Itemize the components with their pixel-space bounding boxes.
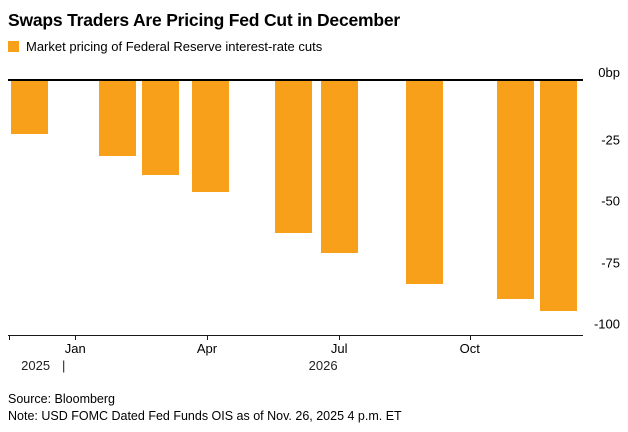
chart-title: Swaps Traders Are Pricing Fed Cut in Dec… bbox=[8, 10, 401, 30]
legend-marker-icon bbox=[8, 41, 19, 52]
year-label: 2026 bbox=[308, 358, 338, 373]
plot-area bbox=[8, 79, 583, 336]
y-axis-label: -25 bbox=[601, 132, 620, 148]
bar bbox=[540, 81, 578, 311]
x-axis-tick bbox=[75, 336, 77, 340]
year-divider: | bbox=[62, 358, 66, 373]
y-axis: 0bp -25 -50 -75 -100 bbox=[580, 65, 620, 336]
bar bbox=[496, 81, 534, 299]
bar bbox=[10, 81, 48, 135]
x-axis-tick bbox=[339, 336, 341, 340]
x-axis-tick bbox=[8, 336, 10, 340]
chart-area: 0bp -25 -50 -75 -100 Jan Apr Jul Oct 2025 2026 | bbox=[8, 65, 620, 375]
y-axis-label: 0bp bbox=[598, 64, 620, 80]
y-axis-label: -100 bbox=[593, 316, 620, 332]
x-axis-label: Apr bbox=[196, 341, 218, 356]
legend: Market pricing of Federal Reserve intere… bbox=[8, 39, 620, 54]
bar bbox=[321, 81, 359, 253]
bar bbox=[142, 81, 180, 176]
bar bbox=[406, 81, 444, 285]
year-label: 2025 bbox=[21, 358, 51, 373]
note-text: Note: USD FOMC Dated Fed Funds OIS as of… bbox=[8, 408, 402, 423]
x-axis-tick bbox=[469, 336, 471, 340]
x-axis-label: Jan bbox=[64, 341, 86, 356]
x-axis-label: Jul bbox=[330, 341, 348, 356]
bar bbox=[192, 81, 230, 193]
y-axis-label: -75 bbox=[601, 255, 620, 271]
footer: Source: Bloomberg Note: USD FOMC Dated F… bbox=[8, 391, 620, 425]
x-axis-tick bbox=[206, 336, 208, 340]
y-axis-label: -50 bbox=[601, 193, 620, 209]
source-text: Source: Bloomberg bbox=[8, 392, 116, 406]
legend-label: Market pricing of Federal Reserve intere… bbox=[26, 39, 323, 54]
bar bbox=[98, 81, 136, 156]
bar bbox=[274, 81, 312, 234]
x-axis-label: Oct bbox=[459, 341, 480, 356]
